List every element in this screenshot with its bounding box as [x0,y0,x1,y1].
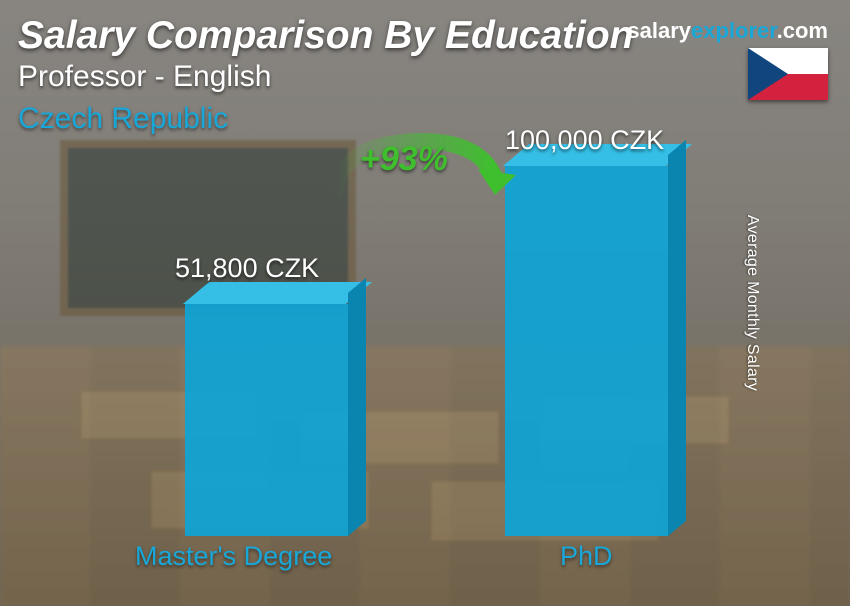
brand-part3: .com [777,18,828,43]
bar-front-face [505,166,668,536]
bar-category-label: PhD [560,541,613,572]
bar [185,282,348,536]
bar-side-face [348,278,366,536]
increase-percent: +93% [360,140,448,179]
subtitle-country: Czech Republic [18,102,228,136]
bar-value-label: 51,800 CZK [175,253,319,284]
bar-front-face [185,304,348,536]
brand-part1: salary [627,18,691,43]
bar-top-face [183,282,372,304]
chart-title: Salary Comparison By Education [18,14,634,58]
bar-chart: Master's Degree51,800 CZKPhD100,000 CZK [0,155,815,578]
bar [505,144,668,536]
bar-category-label: Master's Degree [135,541,332,572]
brand-part2: explorer [691,18,777,43]
bar-side-face [668,140,686,536]
bar-value-label: 100,000 CZK [505,125,664,156]
brand-logo: salaryexplorer.com [627,18,828,44]
country-flag-icon [748,48,828,100]
subtitle-job: Professor - English [18,60,271,94]
